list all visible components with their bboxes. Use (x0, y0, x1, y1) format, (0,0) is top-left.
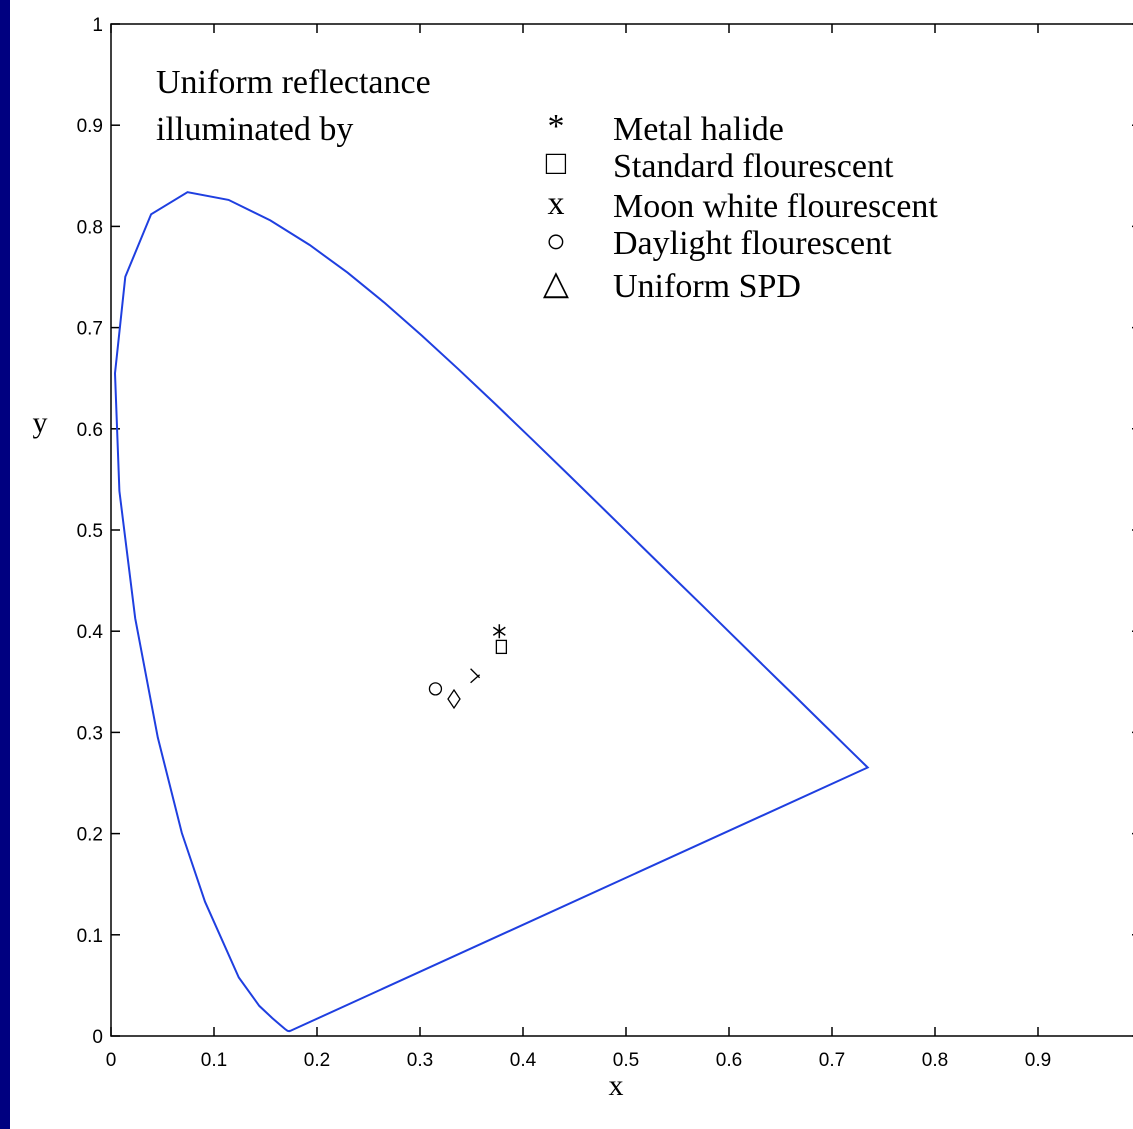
x-tick-label: 0.3 (407, 1050, 433, 1071)
legend-label-daylight: Daylight flourescent (613, 225, 892, 262)
point-uniform-spd (447, 688, 461, 710)
legend-marker-daylight: ○ (546, 223, 567, 260)
chromaticity-chart: 0 0.1 0.2 0.3 0.4 0.5 0.6 0.7 0.8 0.9 1 0 0.1 0.2 0.3 0… (33, 15, 1133, 1102)
point-metal-halide (492, 624, 506, 639)
y-tick-label: 0.3 (77, 723, 103, 744)
legend-marker-uniform-spd: △ (543, 265, 570, 302)
y-axis-label: y (33, 406, 48, 439)
y-tick-label: 0.2 (77, 825, 103, 846)
legend-label-moon-white: Moon white flourescent (613, 188, 938, 225)
x-tick-label: 0.4 (510, 1050, 537, 1071)
x-tick-label: 0.6 (716, 1050, 742, 1071)
legend-marker-metal-halide: * (548, 108, 565, 145)
legend: * Metal halide □ Standard flourescent x … (543, 108, 938, 305)
point-moon-white-flourescent (470, 668, 481, 684)
axis-ticks (110, 23, 1133, 1037)
annotation-line-2: illuminated by (156, 111, 353, 148)
x-tick-label: 0.5 (613, 1050, 639, 1071)
legend-label-metal-halide: Metal halide (613, 111, 784, 148)
spectral-locus-line (113, 191, 870, 1033)
plot-frame: 0 0.1 0.2 0.3 0.4 0.5 0.6 0.7 0.8 0.9 1 0 0.1 0.2 0.3 0… (10, 0, 1133, 1129)
y-tick-label: 0.8 (77, 217, 103, 238)
x-tick-label: 0.7 (819, 1050, 845, 1071)
legend-label-standard: Standard flourescent (613, 148, 894, 185)
x-axis-label: x (609, 1069, 624, 1102)
y-tick-label: 0.7 (77, 319, 103, 340)
y-tick-label: 1 (92, 15, 103, 36)
x-tick-label: 0 (106, 1050, 117, 1071)
x-tick-label: 0.9 (1025, 1050, 1051, 1071)
data-points (428, 624, 508, 710)
point-daylight-flourescent (428, 682, 443, 696)
y-tick-label: 0 (92, 1027, 103, 1048)
x-tick-label: 0.8 (922, 1050, 948, 1071)
y-tick-label: 0.9 (77, 116, 103, 137)
y-tick-label: 0.6 (77, 420, 103, 441)
x-tick-label: 0.2 (304, 1050, 330, 1071)
axis-tick-labels: 0 0.1 0.2 0.3 0.4 0.5 0.6 0.7 0.8 0.9 1 0 0.1 0.2 0.3 0… (77, 15, 1052, 1071)
y-tick-label: 0.1 (77, 926, 103, 947)
y-tick-label: 0.5 (77, 521, 103, 542)
annotation-line-1: Uniform reflectance (156, 64, 431, 101)
y-tick-label: 0.4 (77, 622, 104, 643)
legend-label-uniform-spd: Uniform SPD (613, 268, 801, 305)
x-tick-label: 0.1 (201, 1050, 227, 1071)
legend-marker-standard: □ (546, 145, 567, 182)
point-standard-flourescent (495, 639, 508, 655)
legend-marker-moon-white: x (548, 185, 565, 222)
